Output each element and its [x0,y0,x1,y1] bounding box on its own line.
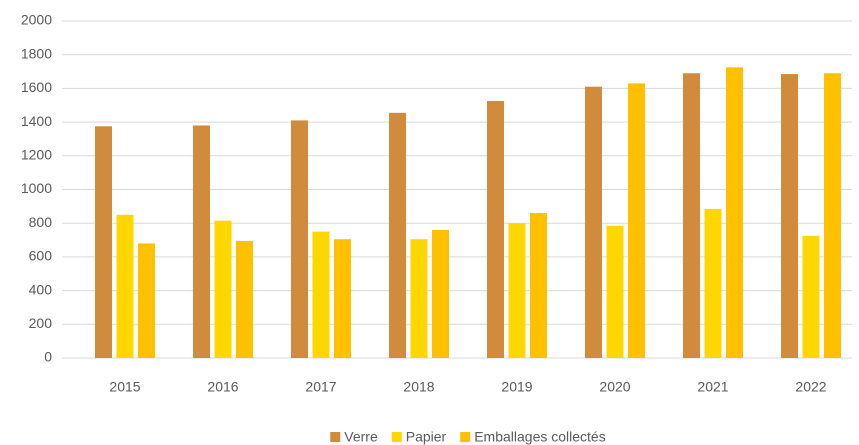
bar [334,239,351,358]
y-tick-label: 2000 [21,12,52,28]
legend-label: Papier [406,429,447,445]
bar [389,112,406,359]
y-tick-label: 600 [29,248,53,264]
bar [193,125,210,358]
x-tick-label: 2020 [599,379,630,395]
y-tick-label: 1000 [21,180,52,196]
legend-label: Verre [344,429,378,445]
bar [312,231,330,358]
y-tick-label: 800 [29,214,53,230]
bar [606,225,624,358]
bar [236,240,253,358]
legend: Verre Papier Emballages collectés [330,429,606,445]
bar [704,208,722,358]
bar [432,229,449,358]
x-tick-label: 2016 [207,379,238,395]
bar [95,126,112,358]
bar [628,83,645,358]
x-tick-label: 2022 [795,379,826,395]
bar [508,223,526,358]
bar [291,120,308,358]
bar [824,73,841,359]
legend-swatch [330,432,341,442]
y-tick-label: 1600 [21,79,52,95]
x-tick-label: 2018 [403,379,434,395]
legend-swatch [460,432,471,442]
legend-label: Emballages collectés [474,429,606,445]
bar [116,214,134,358]
y-tick-label: 1200 [21,147,52,163]
y-tick-label: 0 [44,349,52,365]
bar [410,239,428,358]
bar [585,86,602,358]
bar [487,101,504,358]
x-tick-label: 2019 [501,379,532,395]
bar [214,220,232,358]
y-tick-label: 400 [29,281,53,297]
bar [138,243,155,358]
bar [781,74,798,358]
y-tick-label: 1800 [21,45,52,61]
bar [726,67,743,359]
x-tick-label: 2015 [109,379,140,395]
x-tick-label: 2017 [305,379,336,395]
y-tick-label: 1400 [21,113,52,129]
x-tick-label: 2021 [697,379,728,395]
bar [530,213,547,358]
y-tick-label: 200 [29,315,53,331]
legend-swatch [391,432,402,442]
bar [802,235,820,358]
bar [683,73,700,359]
